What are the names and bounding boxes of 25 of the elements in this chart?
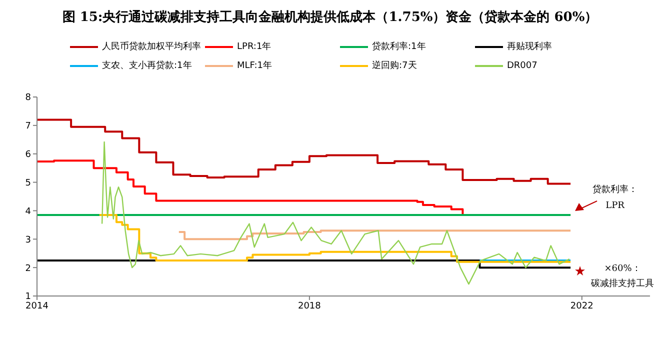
y-tick-label: 7 bbox=[25, 122, 31, 132]
legend-label: 支农、支小再贷款:1年 bbox=[102, 60, 192, 72]
annotation: ×60%： bbox=[603, 263, 642, 276]
y-tick-label: 2 bbox=[25, 264, 31, 274]
chart-title: 图 15:央行通过碳减排支持工具向金融机构提供低成本（1.75%）资金（贷款本金的 60%） bbox=[61, 8, 599, 26]
y-tick-label: 3 bbox=[25, 235, 31, 246]
x-tick-label: 2018 bbox=[298, 301, 322, 312]
legend-label: 人民币贷款加权平均利率 bbox=[102, 40, 201, 53]
y-tick-label: 5 bbox=[25, 178, 31, 188]
legend-label: DR007 bbox=[507, 60, 538, 70]
annotation: 碳减排支持工具 bbox=[590, 278, 655, 291]
y-tick-label: 1 bbox=[25, 292, 31, 302]
y-tick-label: 8 bbox=[25, 93, 32, 104]
annotation: LPR bbox=[604, 200, 626, 213]
legend-label: 再贴现利率 bbox=[507, 40, 552, 53]
legend-label: 逆回购:7天 bbox=[372, 60, 417, 72]
y-tick-label: 6 bbox=[25, 150, 32, 160]
annotation: 贷款利率： bbox=[592, 184, 638, 197]
y-tick-label: 4 bbox=[25, 206, 32, 217]
legend-label: 贷款利率:1年 bbox=[372, 40, 426, 53]
legend-label: MLF:1年 bbox=[237, 60, 272, 72]
legend-label: LPR:1年 bbox=[237, 40, 272, 53]
line-series bbox=[101, 141, 570, 285]
x-tick-label: 2022 bbox=[570, 301, 594, 312]
x-tick-label: 2014 bbox=[26, 301, 49, 312]
